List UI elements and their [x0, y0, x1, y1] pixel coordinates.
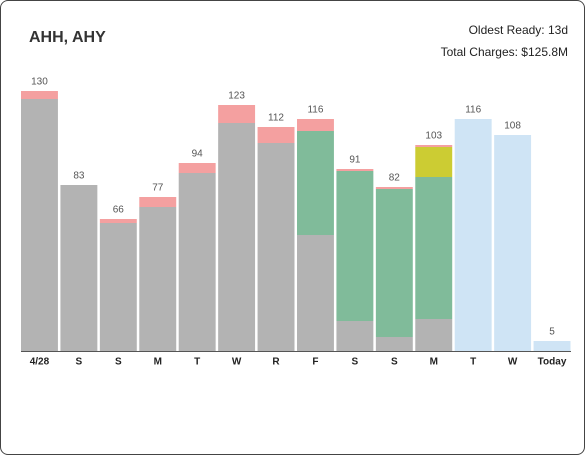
bar-segment	[297, 119, 334, 131]
bar-segment	[178, 163, 216, 173]
total-label: 77	[152, 183, 164, 194]
bar-segment	[297, 235, 334, 351]
total-label: 116	[307, 105, 323, 116]
total-label: 83	[73, 171, 85, 182]
bar-segment	[336, 171, 374, 321]
bar-segment	[336, 169, 374, 171]
x-tick-label: S	[352, 357, 359, 368]
total-label: 112	[268, 113, 284, 124]
x-tick-label: M	[154, 357, 162, 368]
x-tick-label: S	[391, 357, 398, 368]
bar-segment	[415, 147, 453, 177]
bar-segment	[375, 337, 413, 351]
x-tick-label: F	[312, 357, 318, 368]
bar-segment	[99, 223, 137, 351]
x-tick-label: M	[430, 357, 438, 368]
total-label: 116	[465, 105, 481, 116]
total-label: 103	[425, 131, 442, 142]
total-label: 91	[349, 155, 361, 166]
bar-segment	[21, 91, 58, 99]
oldest-ready: Oldest Ready: 13d	[469, 23, 568, 37]
bar-segment	[21, 99, 58, 351]
x-tick-label: S	[76, 357, 83, 368]
bar-segment	[454, 119, 492, 351]
total-label: 123	[228, 91, 245, 102]
bar-segment	[297, 131, 334, 235]
x-tick-label: Today	[538, 357, 567, 368]
bar-segment	[533, 341, 571, 351]
x-tick-label: W	[232, 357, 242, 368]
bar-segment	[139, 197, 177, 207]
bar-segment	[218, 123, 256, 351]
total-charges: Total Charges: $125.8M	[441, 45, 568, 59]
x-tick-label: S	[115, 357, 122, 368]
x-tick-label: 4/28	[30, 357, 50, 368]
x-tick-label: T	[470, 357, 476, 368]
total-label: 66	[113, 205, 125, 216]
bar-segment	[178, 173, 216, 351]
bar-segment	[415, 145, 453, 147]
bar-segment	[257, 127, 295, 143]
bar-segment	[257, 143, 295, 351]
bar-segment	[336, 321, 374, 351]
total-label: 82	[389, 173, 401, 184]
total-label: 130	[31, 77, 48, 88]
bar-segment	[139, 207, 177, 351]
bar-segment	[494, 135, 532, 351]
bar-segment	[375, 187, 413, 189]
bar-segment	[415, 177, 453, 319]
x-tick-label: W	[508, 357, 518, 368]
bar-segment	[375, 189, 413, 337]
bar-segment	[218, 105, 256, 123]
bar-segment	[60, 185, 98, 351]
bar-segment	[415, 319, 453, 351]
total-label: 94	[192, 149, 204, 160]
x-tick-label: R	[272, 357, 280, 368]
x-tick-label: T	[194, 357, 200, 368]
bar-segment	[99, 219, 137, 223]
title: AHH, AHY	[29, 29, 106, 46]
total-label: 108	[504, 121, 521, 132]
total-label: 5	[549, 327, 555, 338]
